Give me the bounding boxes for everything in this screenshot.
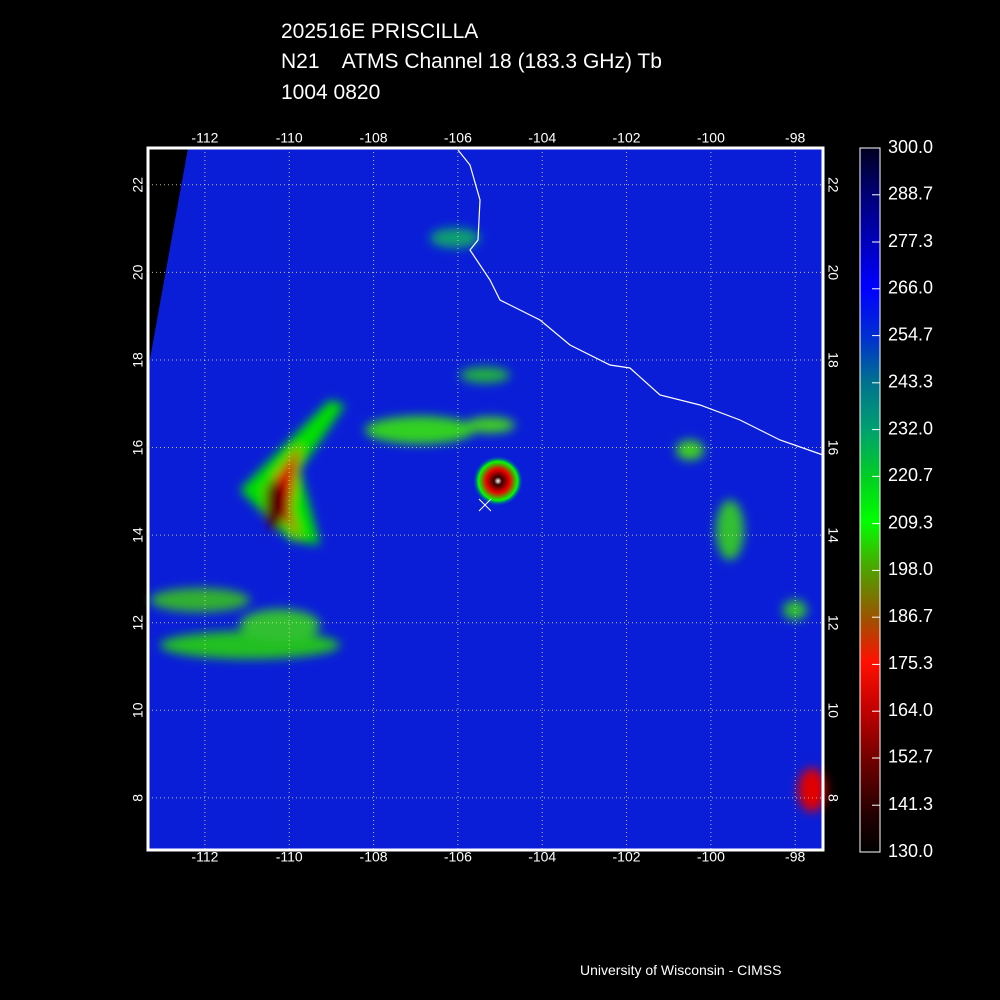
colorbar-label: 288.7	[888, 184, 933, 204]
colorbar-label: 254.7	[888, 324, 933, 344]
y-tick-label: 14	[825, 527, 841, 543]
x-tick-label: -104	[528, 130, 556, 146]
subtitle: N21 ATMS Channel 18 (183.3 GHz) Tb	[281, 50, 662, 73]
y-tick-label: 12	[825, 615, 841, 631]
colorbar-label: 300.0	[888, 137, 933, 157]
colorbar-label: 277.3	[888, 231, 933, 251]
y-tick-label: 12	[130, 615, 146, 631]
y-tick-label: 16	[130, 440, 146, 456]
colorbar-label: 243.3	[888, 372, 933, 392]
time: 1004 0820	[281, 81, 380, 104]
y-tick-label: 22	[825, 177, 841, 193]
colorbar-label: 198.0	[888, 559, 933, 579]
x-tick-label: -108	[360, 849, 388, 865]
y-tick-label: 10	[825, 703, 841, 719]
image	[146, 146, 826, 852]
y-tick-label: 22	[130, 177, 146, 193]
x-tick-label: -108	[360, 130, 388, 146]
x-tick-label: -100	[697, 849, 725, 865]
colorbar	[859, 147, 881, 853]
colorbar-label: 175.3	[888, 653, 933, 673]
colorbar-label: 209.3	[888, 512, 933, 532]
x-tick-label: -112	[191, 849, 218, 865]
x-tick-label: -106	[444, 130, 472, 146]
y-tick-label: 18	[825, 352, 841, 368]
frame	[146, 146, 825, 852]
colorbar-label: 152.7	[888, 747, 933, 767]
colorbar-label: 164.0	[888, 700, 933, 720]
colorbar-label: 141.3	[888, 794, 933, 814]
colorbar-label: 232.0	[888, 418, 933, 438]
y-tick-label: 8	[130, 794, 146, 802]
y-tick-label: 20	[825, 265, 841, 281]
x-tick-label: -100	[697, 130, 725, 146]
y-tick-label: 8	[825, 794, 841, 802]
x-tick-label: -102	[613, 130, 641, 146]
storm-eye	[472, 455, 524, 507]
y-tick-label: 14	[130, 527, 146, 543]
x-tick-label: -104	[528, 849, 556, 865]
y-tick-label: 10	[130, 702, 146, 718]
colorbar-label: 266.0	[888, 278, 933, 298]
x-tick-label: -110	[276, 849, 303, 865]
coastline	[457, 149, 824, 456]
colorbar-label: 220.7	[888, 465, 933, 485]
x-tick-label: -98	[785, 849, 805, 865]
features	[150, 228, 826, 812]
x-tick-label: -106	[444, 849, 472, 865]
x-tick-label: -110	[276, 130, 303, 146]
title: 202516E PRISCILLA	[281, 20, 478, 43]
x-tick-label: -112	[191, 130, 218, 146]
credit: University of Wisconsin - CIMSS	[580, 962, 781, 978]
x-tick-label: -102	[613, 849, 641, 865]
colorbar-label: 186.7	[888, 606, 933, 626]
no-data	[148, 148, 188, 370]
center-marker	[478, 498, 492, 512]
y-tick-label: 16	[825, 440, 841, 456]
y-tick-label: 18	[130, 352, 146, 368]
colorbar-label: 130.0	[888, 841, 933, 861]
x-tick-label: -98	[785, 130, 805, 146]
y-tick-label: 20	[130, 264, 146, 280]
